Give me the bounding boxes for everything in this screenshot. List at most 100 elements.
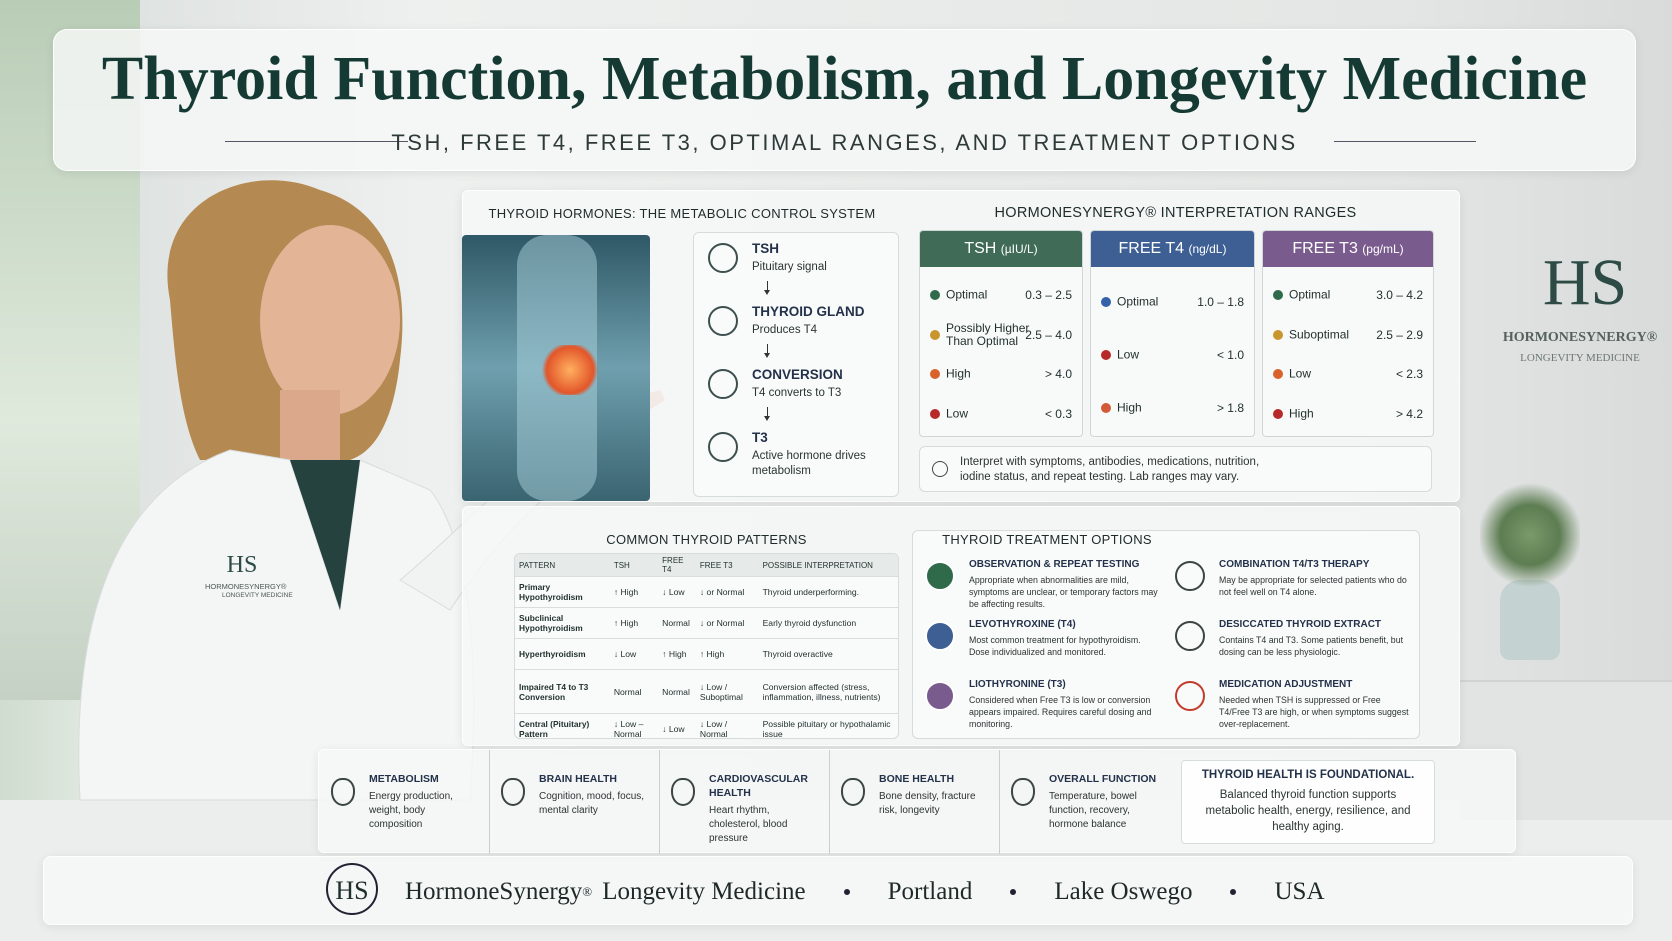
pattern-cell: ↑ High: [609, 576, 659, 608]
column-header: FREE T3: [695, 554, 759, 577]
card-unit: (µIU/L): [1000, 242, 1038, 256]
step-name: T3: [752, 430, 768, 445]
status-dot: [930, 289, 940, 300]
card-unit: (ng/dL): [1188, 242, 1227, 256]
pattern-cell: ↓ or Normal: [695, 576, 759, 608]
subtitle-rule: [225, 141, 408, 142]
range-label: Optimal: [946, 287, 988, 302]
thyroid-image: [462, 235, 650, 501]
pattern-cell: ↑ High: [609, 607, 659, 639]
range-card: FREE T3 (pg/mL) Optimal 3.0 – 4.2 Suboptima…: [1262, 230, 1434, 437]
treatment-desc: May be appropriate for selected patients…: [1219, 575, 1407, 597]
pattern-cell: Thyroid overactive: [758, 638, 898, 670]
neck: [280, 390, 340, 460]
treatment-desc: Considered when Free T3 is low or conver…: [969, 695, 1152, 729]
treatment-desc: Needed when TSH is suppressed or Free T4…: [1219, 695, 1409, 729]
title: Thyroid Function, Metabolism, and Longev…: [101, 45, 1588, 113]
header-panel: [53, 29, 1636, 171]
flow-arrow: [764, 407, 770, 421]
card-header: TSH (µIU/L): [920, 231, 1082, 267]
range-row: Low < 2.3: [1273, 359, 1423, 389]
treatment: OBSERVATION & REPEAT TESTING Appropriate …: [925, 559, 1158, 617]
pattern-cell: ↓ Low – Normal: [609, 713, 659, 738]
patterns-table: PATTERN TSH FREE T4 FREE T3 POSSIBLE INTERPR…: [515, 554, 898, 738]
benefit-icon: [671, 778, 695, 806]
range-label: High: [1289, 406, 1314, 421]
range-label: Possibly Higher Than Optimal: [946, 320, 1030, 348]
note: Interpret with symptoms, antibodies, med…: [960, 456, 1260, 483]
callout: THYROID HEALTH IS FOUNDATIONAL. Balanced …: [1181, 760, 1435, 844]
pattern-cell: ↓ Low: [658, 576, 696, 608]
treatment-icon: [1175, 681, 1205, 711]
pattern-cell: Central (Pituitary) Pattern: [515, 713, 610, 738]
step-name: CONVERSION: [752, 367, 843, 382]
column-header: PATTERN: [515, 554, 610, 577]
status-dot: [1101, 402, 1111, 413]
flow-arrow: [764, 281, 770, 295]
step-desc: Pituitary signal: [752, 261, 827, 273]
pattern-row: Hyperthyroidism ↓ Low ↑ High ↑ High Thyroid …: [515, 638, 898, 670]
wall-tagline: LONGEVITY MEDICINE: [1520, 352, 1640, 364]
subtitle: TSH, FREE T4, FREE T3, OPTIMAL RANGES, A…: [391, 130, 1298, 155]
coat-brand: HORMONESYNERGY®: [205, 582, 287, 591]
status-dot: [1101, 349, 1111, 360]
treatment-desc: Appropriate when abnormalities are mild,…: [969, 575, 1158, 609]
treatment-icon: [1175, 561, 1205, 591]
patterns-title: COMMON THYROID PATTERNS: [606, 532, 807, 547]
step: THYROID GLAND Produces T4: [708, 304, 893, 354]
range-label: High: [946, 366, 971, 381]
brand: HormoneSynergy: [405, 878, 583, 905]
range-label: High: [1117, 400, 1142, 414]
step-icon: [708, 306, 738, 336]
treatment-desc: Contains T4 and T3. Some patients benefi…: [1219, 635, 1404, 657]
pattern-cell: Early thyroid dysfunction: [758, 607, 898, 639]
plant: [1480, 480, 1580, 590]
benefit-icon: [841, 778, 865, 806]
benefit: BONE HEALTH Bone density, fracture risk, …: [829, 750, 1000, 854]
coat-tagline: LONGEVITY MEDICINE: [222, 592, 293, 599]
range-value: > 4.0: [1044, 367, 1072, 382]
range-row: Optimal 0.3 – 2.5: [930, 280, 1072, 310]
status-dot: [1273, 409, 1283, 420]
ranges-title: HORMONESYNERGY® INTERPRETATION RANGES: [994, 205, 1357, 221]
card-name: FREE T3: [1292, 240, 1358, 257]
step-desc: Produces T4: [752, 324, 817, 336]
pattern-cell: Thyroid underperforming.: [758, 576, 898, 608]
step: CONVERSION T4 converts to T3: [708, 367, 893, 417]
benefit-title: OVERALL FUNCTION: [1049, 773, 1157, 785]
step: T3 Active hormone drives metabolism: [708, 430, 893, 480]
treatment: MEDICATION ADJUSTMENT Needed when TSH is …: [1175, 679, 1409, 737]
treatments-box: OBSERVATION & REPEAT TESTING Appropriate …: [912, 530, 1420, 739]
registered-mark: ®: [582, 884, 593, 899]
step-name: THYROID GLAND: [752, 304, 865, 319]
step: TSH Pituitary signal: [708, 241, 893, 291]
status-dot: [1273, 369, 1283, 380]
treatment-desc: Most common treatment for hypothyroidism…: [969, 635, 1141, 657]
card-unit: (pg/mL): [1362, 242, 1404, 256]
benefits-bar: METABOLISM Energy production, weight, bod…: [318, 749, 1516, 854]
header-row: PATTERN TSH FREE T4 FREE T3 POSSIBLE INTERPR…: [515, 554, 898, 577]
benefit-title: METABOLISM: [369, 773, 439, 785]
benefit: OVERALL FUNCTION Temperature, bowel funct…: [999, 750, 1169, 854]
treatments-title: THYROID TREATMENT OPTIONS: [942, 532, 1152, 547]
pattern-cell: Normal: [658, 607, 696, 639]
range-value: 2.5 – 2.9: [1376, 327, 1423, 342]
thyroid-gland: [540, 345, 600, 395]
status-dot: [1273, 329, 1283, 340]
card-header: FREE T3 (pg/mL): [1263, 231, 1433, 267]
benefit-desc: Energy production, weight, body composit…: [369, 791, 453, 830]
range-row: Suboptimal 2.5 – 2.9: [1273, 320, 1423, 350]
range-value: < 2.3: [1395, 367, 1423, 382]
status-dot: [930, 329, 940, 340]
pattern-cell: ↑ High: [695, 638, 759, 670]
treatment: COMBINATION T4/T3 THERAPY May be appropri…: [1175, 559, 1407, 617]
range-row: Possibly Higher Than Optimal 2.5 – 4.0: [930, 320, 1072, 350]
card-header: FREE T4 (ng/dL): [1091, 231, 1254, 267]
pattern-cell: Possible pituitary or hypothalamic issue: [758, 713, 898, 738]
range-row: Low < 1.0: [1101, 340, 1244, 370]
separator-dot: [843, 889, 850, 895]
step-name: TSH: [752, 241, 779, 256]
card-name: TSH: [964, 240, 997, 257]
pattern-cell: ↓ or Normal: [695, 607, 759, 639]
